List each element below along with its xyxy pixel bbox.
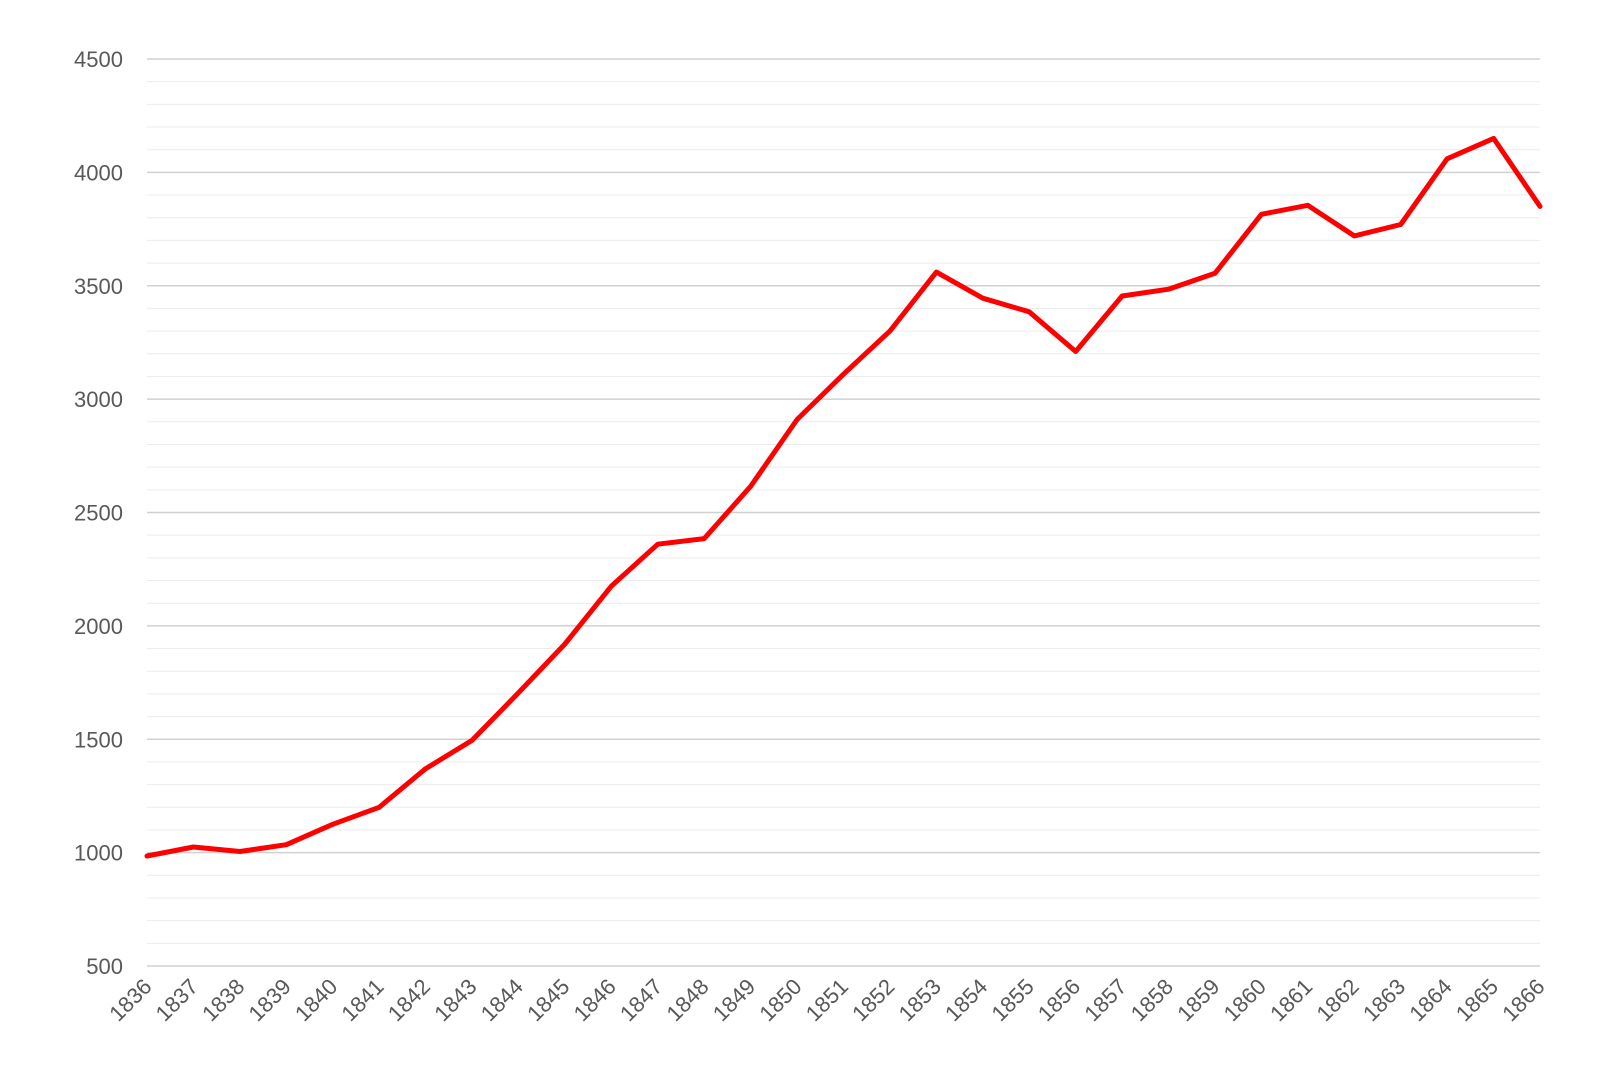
data-point: [191, 844, 196, 849]
data-point: [655, 542, 660, 547]
x-tick-label: 1851: [801, 974, 853, 1026]
data-point: [1259, 212, 1264, 217]
data-point: [1445, 156, 1450, 161]
x-tick-label: 1855: [986, 974, 1038, 1026]
x-tick-label: 1837: [151, 974, 203, 1026]
y-tick-label: 1000: [74, 841, 123, 866]
x-tick-label: 1856: [1033, 974, 1085, 1026]
x-tick-label: 1858: [1126, 974, 1178, 1026]
x-tick-label: 1866: [1497, 974, 1549, 1026]
x-tick-label: 1848: [661, 974, 713, 1026]
x-tick-label: 1842: [383, 974, 435, 1026]
data-point: [330, 822, 335, 827]
data-point: [887, 329, 892, 334]
data-point: [1212, 271, 1217, 276]
data-point: [609, 584, 614, 589]
data-point: [1073, 349, 1078, 354]
data-point: [1398, 222, 1403, 227]
data-point: [702, 536, 707, 541]
data-point: [980, 296, 985, 301]
series-line-0: [144, 135, 1543, 859]
series-layer: [144, 135, 1543, 859]
x-tick-label: 1836: [104, 974, 156, 1026]
y-tick-label: 3000: [74, 387, 123, 412]
data-point: [748, 484, 753, 489]
y-tick-label: 4500: [74, 47, 123, 72]
data-point: [1305, 203, 1310, 208]
x-tick-label: 1853: [894, 974, 946, 1026]
data-point: [284, 842, 289, 847]
y-tick-label: 500: [86, 954, 123, 979]
x-tick-label: 1865: [1451, 974, 1503, 1026]
x-tick-label: 1860: [1219, 974, 1271, 1026]
x-tick-label: 1840: [290, 974, 342, 1026]
data-point: [1166, 287, 1171, 292]
data-point: [1027, 309, 1032, 314]
x-tick-label: 1857: [1079, 974, 1131, 1026]
y-axis: 500 1000 1500 2000 2500 3000 3500 4000 4500: [74, 47, 123, 979]
x-tick-label: 1852: [847, 974, 899, 1026]
x-axis: 1836183718381839184018411842184318441845…: [104, 974, 1549, 1026]
data-point: [841, 372, 846, 377]
x-tick-label: 1847: [615, 974, 667, 1026]
x-tick-label: 1845: [522, 974, 574, 1026]
data-point: [145, 854, 150, 859]
data-point: [423, 766, 428, 771]
data-point: [377, 805, 382, 810]
x-tick-label: 1839: [244, 974, 296, 1026]
x-tick-label: 1841: [336, 974, 388, 1026]
x-tick-label: 1846: [569, 974, 621, 1026]
data-point: [1352, 233, 1357, 238]
data-point: [516, 690, 521, 695]
x-tick-label: 1864: [1404, 974, 1456, 1026]
x-tick-label: 1849: [708, 974, 760, 1026]
y-tick-label: 2500: [74, 501, 123, 526]
data-point: [795, 417, 800, 422]
data-point: [1120, 293, 1125, 298]
data-point: [470, 738, 475, 743]
x-tick-label: 1859: [1172, 974, 1224, 1026]
data-point: [1538, 204, 1543, 209]
data-point: [934, 270, 939, 275]
x-tick-label: 1863: [1358, 974, 1410, 1026]
y-tick-label: 3500: [74, 274, 123, 299]
gridlines: [147, 58, 1540, 967]
x-tick-label: 1843: [429, 974, 481, 1026]
data-point: [237, 849, 242, 854]
y-tick-label: 4000: [74, 160, 123, 185]
x-tick-label: 1854: [940, 974, 992, 1026]
x-tick-label: 1844: [476, 974, 528, 1026]
x-tick-label: 1861: [1265, 974, 1317, 1026]
x-tick-label: 1862: [1312, 974, 1364, 1026]
y-tick-label: 1500: [74, 727, 123, 752]
y-tick-label: 2000: [74, 614, 123, 639]
data-point: [1491, 136, 1496, 141]
x-tick-label: 1838: [197, 974, 249, 1026]
x-tick-label: 1850: [754, 974, 806, 1026]
data-point: [562, 642, 567, 647]
